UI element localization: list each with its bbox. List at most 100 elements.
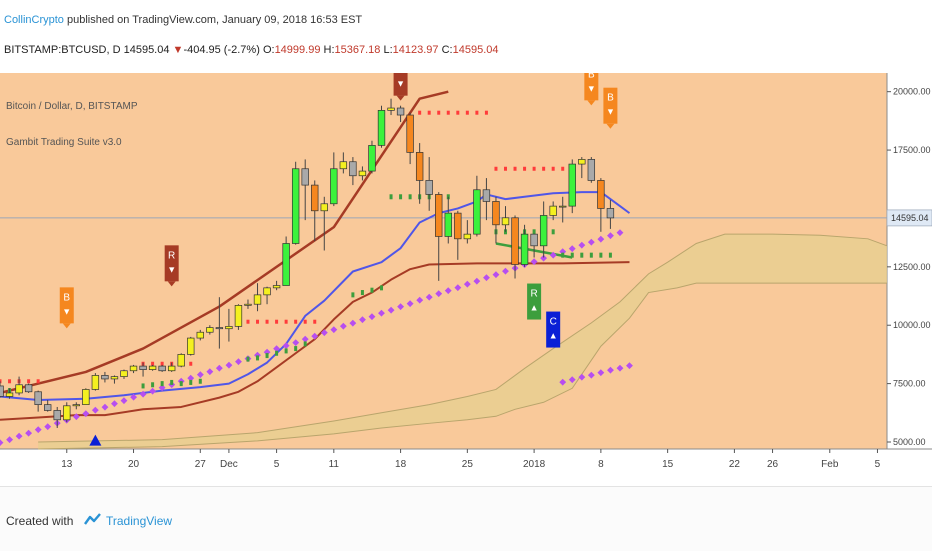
violet-dot: ◆ [597,233,604,243]
candle-body [72,404,80,407]
violet-dot: ◆ [82,408,89,418]
green-dot [265,353,269,359]
candle-body [559,205,567,208]
violet-dot: ◆ [569,374,576,384]
signal-badge [527,283,542,320]
candle-body [148,365,157,370]
candle-body [549,205,557,216]
green-dot [246,356,250,362]
red-dot [303,319,307,324]
candle-body [606,208,615,219]
candle-body [177,354,185,367]
tradingview-logo-icon[interactable] [84,511,102,529]
violet-dot: ◆ [187,372,194,382]
chart-frame[interactable]: ◆ ◆ ◆ ◆ ◆ ◆ ◆ ◆ ◆ ◆ ◆ ◆ ◆ ◆ ◆ ◆ ◆ ◆ ◆ ◆ ◆ ◆ ◆ ◆ ◆ ◆ ◆ ◆ ◆ ◆ ◆ ◆ ◆ ◆ ◆ ◆ ◆ ◆ ◆ ◆… [0,59,932,483]
signal-badge [164,245,179,282]
candle-body [377,110,386,146]
candle-body [244,303,252,306]
candle-body [492,201,500,226]
violet-dot: ◆ [369,311,376,321]
violet-dot: ◆ [531,256,538,266]
violet-dot: ◆ [225,359,232,369]
tradingview-brand-link[interactable]: TradingView [106,514,173,528]
violet-dot: ◆ [283,340,290,350]
violet-dot: ◆ [0,437,4,447]
violet-dot: ◆ [330,324,337,334]
violet-dot: ◆ [340,321,347,331]
signal-letter: V [397,73,404,76]
violet-dot: ◆ [616,362,623,372]
candle-body [396,107,405,116]
red-dot [437,110,441,115]
price-axis-background [887,73,932,449]
candle-body [349,161,357,177]
time-tick-label: Feb [821,459,839,470]
green-dot [198,378,202,384]
candle-body [415,152,424,181]
signal-letter: B [588,73,595,80]
red-dot [284,319,288,324]
green-dot [160,381,164,387]
chart-title: Bitcoin / Dollar, D, BITSTAMP [6,101,138,112]
candle-body [196,331,204,339]
candle-body [539,215,548,247]
high-label: H: [323,44,335,56]
green-dot [608,252,612,258]
violet-dot: ◆ [426,291,433,301]
price-tick-label: 5000.00 [893,437,926,447]
violet-dot: ◆ [569,243,576,253]
red-dot [418,110,422,115]
candle-body [435,194,443,237]
candle-body [206,327,214,333]
green-dot [256,355,260,361]
close-value: 14595.04 [452,44,499,56]
candle-body [110,376,119,380]
violet-dot: ◆ [73,411,80,421]
violet-dot: ◆ [121,395,128,405]
violet-dot: ◆ [292,337,299,347]
signal-badge [584,64,599,101]
signal-letter: B [607,93,614,104]
candle-body [5,392,14,397]
candle-body [43,404,52,411]
down-arrow-icon: ▼ [172,44,184,56]
price-tick-label: 12500.00 [893,262,931,272]
candle-body [444,212,452,237]
red-dot [8,379,12,384]
red-dot [27,379,31,384]
time-tick-label: 26 [767,459,779,470]
candle-body [101,375,109,380]
time-tick-label: 25 [462,459,474,470]
down-arrow-icon: ▼ [396,79,405,89]
red-dot [532,166,536,171]
red-dot [475,110,479,115]
price-chart[interactable]: ◆ ◆ ◆ ◆ ◆◆ ◆ ◆ ◆ ◆ ◆ ◆ ◆ ◆ ◆◆ ◆ ◆ ◆ ◆ ◆ ◆◆ ◆ ◆ ◆ ◆ ◆ ◆ ◆ ◆ ◆ ◆ ◆ ◆ ◆ ◆ ◆ ◆ ◆… [0,59,932,483]
high-value: 15367.18 [334,44,381,56]
candle-body [454,212,462,240]
time-tick-label: 8 [598,459,604,470]
candle-body [129,365,138,372]
candle-body [578,159,586,165]
candle-body [15,384,23,394]
violet-dot: ◆ [407,298,414,308]
green-dot [399,194,403,200]
red-dot [551,166,555,171]
violet-dot: ◆ [388,304,395,314]
footer: Created with TradingView [0,486,932,551]
candle-body [301,168,309,186]
candle-body [311,184,319,212]
red-dot [275,319,279,324]
blue-baseline [0,191,631,401]
time-tick-label: 2018 [523,459,546,470]
red-dot [513,166,517,171]
green-dot [170,379,174,385]
author-link[interactable]: CollinCrypto [4,14,64,26]
candle-body [24,384,33,393]
up-arrow-icon: ▲ [549,331,558,341]
signal-letter: C [550,317,557,328]
green-dot [284,348,288,354]
candle-body [225,326,233,330]
violet-dot: ◆ [416,295,423,305]
red-dot [246,319,250,324]
candle-body [330,168,338,205]
